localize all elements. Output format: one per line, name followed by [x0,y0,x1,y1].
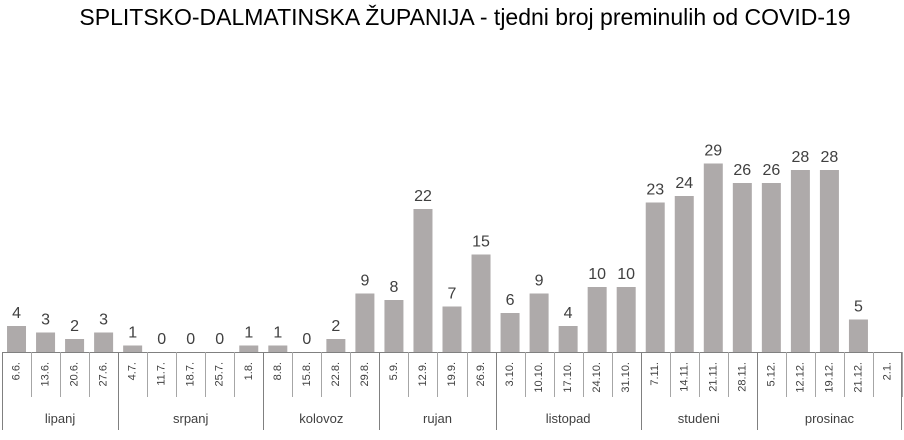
week-tick-label-2.1.: 2.1. [881,362,893,380]
week-tick-label-19.12.: 19.12. [823,362,835,393]
bar-27.6. [94,332,114,352]
value-label-12.9.: 22 [414,188,432,205]
bar-24.10. [587,287,607,352]
week-tick-label-3.10.: 3.10. [504,362,516,386]
bar-7.11. [645,202,665,352]
month-label-srpanj: srpanj [173,411,209,426]
week-tick-label-14.11.: 14.11. [678,362,690,392]
value-label-31.10.: 10 [617,266,635,283]
value-label-20.6.: 2 [70,318,79,335]
week-tick-label-27.6.: 27.6. [98,362,110,386]
value-label-29.8.: 9 [360,273,369,290]
week-tick-label-15.8.: 15.8. [301,362,313,386]
bar-8.8. [268,345,288,352]
week-tick-label-7.11.: 7.11. [649,362,661,386]
month-label-lipanj: lipanj [45,411,75,426]
bar-21.11. [703,163,723,352]
month-label-rujan: rujan [423,411,452,426]
value-label-4.7.: 1 [128,325,137,342]
week-tick-label-8.8.: 8.8. [272,362,284,380]
value-label-13.6.: 3 [41,312,50,329]
bar-26.9. [471,254,491,352]
bar-19.9. [442,306,462,352]
value-label-15.8.: 0 [302,331,311,348]
week-tick-label-11.7.: 11.7. [156,362,168,386]
week-tick-label-21.11.: 21.11. [707,362,719,392]
value-label-28.11.: 26 [733,162,751,179]
bar-14.11. [674,196,694,352]
bar-12.12. [790,170,810,352]
value-label-19.9.: 7 [448,286,457,303]
value-label-18.7.: 0 [186,331,195,348]
week-tick-label-12.12.: 12.12. [794,362,806,393]
value-label-14.11.: 24 [675,175,693,192]
bar-1.8. [239,345,259,352]
bar-4.7. [123,345,143,352]
week-tick-label-19.9.: 19.9. [446,362,458,386]
week-tick-label-25.7.: 25.7. [214,362,226,386]
bar-13.6. [36,332,56,352]
value-label-10.10.: 9 [535,273,544,290]
week-tick-label-10.10.: 10.10. [533,362,545,393]
value-label-21.12.: 5 [854,299,863,316]
month-label-studeni: studeni [678,411,720,426]
bar-20.6. [65,339,85,352]
value-label-6.6.: 4 [12,305,21,322]
value-label-7.11.: 23 [646,182,664,199]
bar-5.9. [384,300,404,352]
week-tick-label-5.12.: 5.12. [765,362,777,386]
week-tick-label-31.10.: 31.10. [620,362,632,393]
value-label-22.8.: 2 [331,318,340,335]
bar-31.10. [616,287,636,352]
week-tick-label-17.10.: 17.10. [562,362,574,393]
month-label-listopad: listopad [546,411,591,426]
week-tick-label-22.8.: 22.8. [330,362,342,386]
value-label-19.12.: 28 [821,149,839,166]
bar-19.12. [819,170,839,352]
value-label-24.10.: 10 [588,266,606,283]
bar-3.10. [500,313,520,352]
month-label-kolovoz: kolovoz [299,411,343,426]
week-tick-label-12.9.: 12.9. [417,362,429,386]
value-label-8.8.: 1 [273,325,282,342]
bar-28.11. [732,183,752,352]
week-tick-label-18.7.: 18.7. [185,362,197,386]
chart-title: SPLITSKO-DALMATINSKA ŽUPANIJA - tjedni b… [79,4,851,30]
week-tick-label-5.9.: 5.9. [388,362,400,380]
value-label-11.7.: 0 [157,331,166,348]
bars-group [7,163,868,352]
bar-22.8. [326,339,346,352]
week-tick-label-1.8.: 1.8. [243,362,255,380]
week-tick-label-24.10.: 24.10. [591,362,603,393]
category-axis: 6.6. 13.6. 20.6. 27.6. 4.7. 11.7. 18.7. 25.7. 1.… [2,352,903,430]
bar-5.12. [761,183,781,352]
value-label-12.12.: 28 [791,149,809,166]
week-tick-label-13.6.: 13.6. [40,362,52,386]
value-label-26.9.: 15 [472,234,490,251]
bar-12.9. [413,209,433,352]
bar-10.10. [529,293,549,352]
month-label-prosinac: prosinac [805,411,855,426]
value-label-5.9.: 8 [389,279,398,296]
value-label-27.6.: 3 [99,312,108,329]
week-tick-label-29.8.: 29.8. [359,362,371,386]
week-tick-label-4.7.: 4.7. [127,362,139,380]
value-label-21.11.: 29 [704,143,722,160]
bar-21.12. [848,319,868,352]
bar-17.10. [558,326,578,352]
value-label-3.10.: 6 [506,292,515,309]
bar-29.8. [355,293,375,352]
week-tick-label-21.12.: 21.12. [852,362,864,393]
bar-6.6. [7,326,27,352]
week-tick-label-6.6.: 6.6. [11,362,23,380]
value-label-1.8.: 1 [244,325,253,342]
value-label-5.12.: 26 [762,162,780,179]
week-tick-label-28.11.: 28.11. [736,362,748,392]
value-label-17.10.: 4 [564,305,573,322]
value-label-25.7.: 0 [215,331,224,348]
week-tick-label-26.9.: 26.9. [475,362,487,386]
week-tick-label-20.6.: 20.6. [69,362,81,386]
